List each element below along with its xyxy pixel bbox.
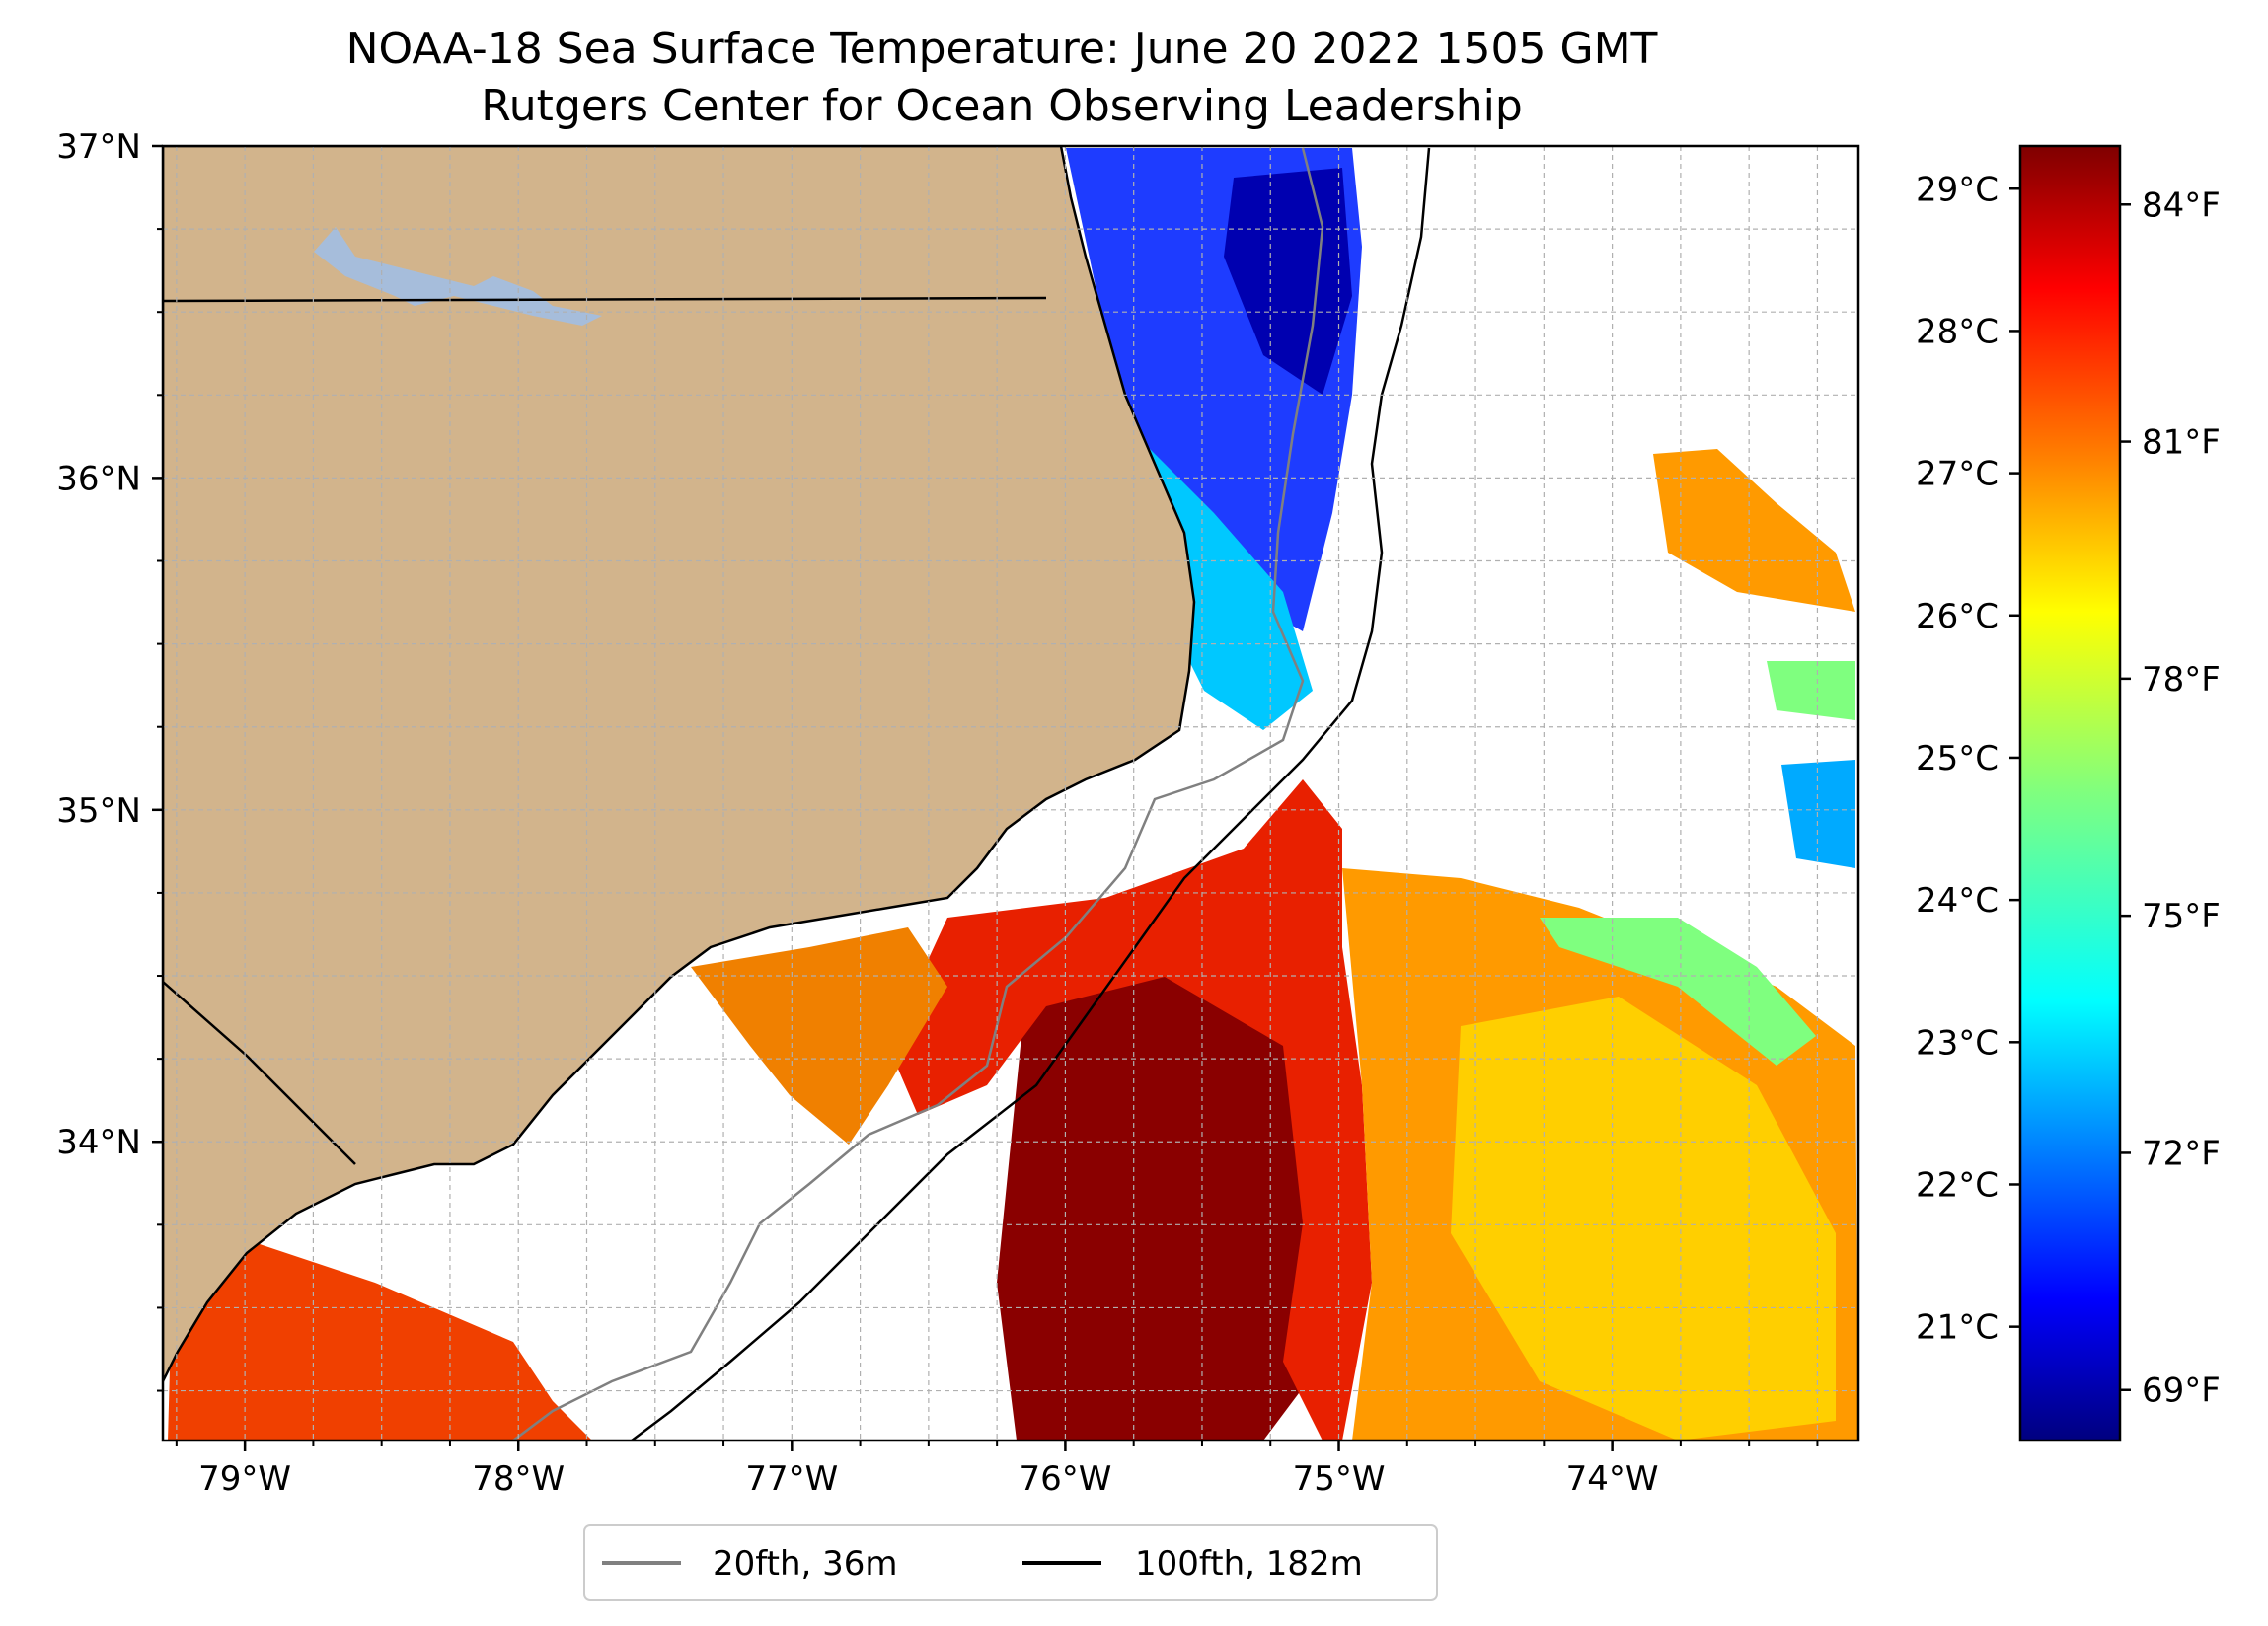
sst-cyan-band: [1135, 434, 1313, 730]
sst-onslow-bay-warm: [691, 927, 947, 1145]
colorbar-celsius-axis: 29°C 28°C 27°C 26°C 25°C 24°C 23°C 22°C 21°C: [1916, 170, 2020, 1348]
lon-tick-label: 74°W: [1566, 1459, 1659, 1499]
colorbar-celsius-label: 29°C: [1916, 170, 1999, 209]
lon-tick-label: 78°W: [472, 1459, 565, 1499]
sst-green-band: [1540, 918, 1816, 1066]
lon-tick-label: 76°W: [1019, 1459, 1111, 1499]
sst-yellow-patch: [1451, 997, 1836, 1441]
lat-tick-label: 37°N: [56, 127, 141, 167]
colorbar-fahrenheit-label: 69°F: [2142, 1371, 2221, 1411]
map-area: [163, 146, 1858, 1441]
land-mass: [163, 146, 1196, 1382]
colorbar-fahrenheit-label: 84°F: [2142, 185, 2221, 225]
colorbar-fahrenheit-label: 75°F: [2142, 897, 2221, 936]
colorbar-fahrenheit-label: 72°F: [2142, 1134, 2221, 1173]
colorbar: [2018, 144, 2122, 1442]
state-border-va-nc: [163, 296, 1047, 303]
colorbar-celsius-label: 22°C: [1916, 1165, 1999, 1205]
chart-title-line1: NOAA-18 Sea Surface Temperature: June 20…: [346, 24, 1658, 74]
colorbar-fahrenheit-label: 81°F: [2142, 423, 2221, 463]
colorbar-celsius-label: 26°C: [1916, 597, 1999, 636]
contour-100fth: [631, 147, 1431, 1441]
lat-tick-label: 35°N: [56, 791, 141, 831]
chart-title-line2: Rutgers Center for Ocean Observing Leade…: [481, 81, 1523, 131]
lat-axis: 37°N 36°N 35°N 34°N: [56, 127, 163, 1392]
lon-tick-label: 75°W: [1293, 1459, 1386, 1499]
sst-offshore-patch-3: [1781, 760, 1855, 868]
legend-box: [583, 1524, 1438, 1601]
colorbar-celsius-label: 21°C: [1916, 1308, 1999, 1348]
lat-tick-label: 36°N: [56, 459, 141, 498]
state-border-nc-sc: [163, 981, 356, 1165]
colorbar-fahrenheit-axis: 84°F 81°F 78°F 75°F 72°F 69°F: [2120, 185, 2221, 1411]
lon-tick-label: 77°W: [745, 1459, 838, 1499]
map-frame: [161, 144, 1860, 1442]
colorbar-celsius-label: 24°C: [1916, 881, 1999, 921]
legend: 20fth, 36m 100fth, 182m: [583, 1524, 1438, 1601]
colorbar-celsius-label: 25°C: [1916, 739, 1999, 778]
colorbar-celsius-label: 28°C: [1916, 312, 1999, 351]
sst-red-region: [888, 779, 1372, 1441]
grid: [163, 146, 1858, 1441]
sst-offshore-patch-2: [1767, 661, 1855, 720]
colorbar-celsius-label: 27°C: [1916, 455, 1999, 494]
lon-tick-label: 79°W: [198, 1459, 291, 1499]
sst-deep-cold: [1224, 168, 1352, 395]
lat-tick-label: 34°N: [56, 1123, 141, 1162]
colorbar-celsius-label: 23°C: [1916, 1023, 1999, 1063]
legend-label-20fth: 20fth, 36m: [713, 1544, 898, 1584]
legend-label-100fth: 100fth, 182m: [1135, 1544, 1363, 1584]
lon-axis: 79°W 78°W 77°W 76°W 75°W 74°W: [175, 1441, 1819, 1499]
sst-offshore-patch-1: [1653, 449, 1855, 612]
colorbar-fahrenheit-label: 78°F: [2142, 660, 2221, 700]
